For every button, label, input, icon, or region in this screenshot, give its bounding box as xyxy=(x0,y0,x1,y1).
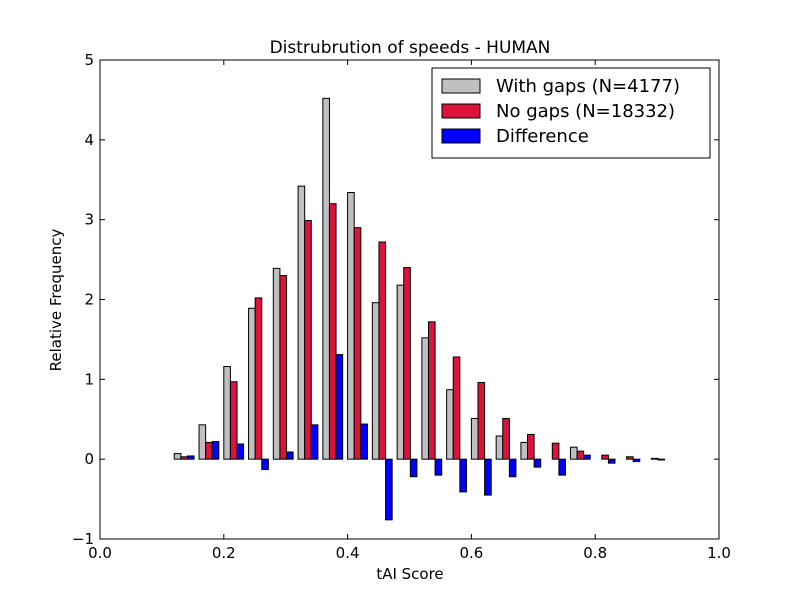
bar-1-15 xyxy=(446,389,454,460)
bar-2-7 xyxy=(254,297,263,460)
y-tick-label: 5 xyxy=(84,51,94,69)
bar-3-15 xyxy=(459,458,467,493)
bar-2-22 xyxy=(626,456,634,460)
bar-3-8 xyxy=(286,451,294,460)
bar-2-19 xyxy=(551,442,560,460)
bar-2-18 xyxy=(527,433,535,460)
bar-1-7 xyxy=(248,307,256,460)
bar-2-17 xyxy=(502,417,510,460)
bar-3-4 xyxy=(186,455,195,460)
y-tick-label: 1 xyxy=(84,370,94,388)
x-tick-label: 0.2 xyxy=(212,544,236,562)
bar-1-4 xyxy=(173,453,182,460)
bar-2-16 xyxy=(477,382,486,460)
x-axis-label: tAI Score xyxy=(376,565,443,583)
bar-3-7 xyxy=(261,458,269,471)
bar-2-9 xyxy=(304,219,312,460)
x-tick-label: 0.8 xyxy=(583,544,607,562)
bar-1-8 xyxy=(272,267,281,460)
y-tick-label: −1 xyxy=(72,530,94,548)
legend-label-3: Difference xyxy=(496,126,589,147)
bar-1-12 xyxy=(371,302,380,460)
bar-3-10 xyxy=(335,354,344,460)
legend-label-1: With gaps (N=4177) xyxy=(496,76,680,97)
legend-swatch-3 xyxy=(441,128,481,144)
bar-3-23 xyxy=(657,458,666,461)
bar-2-6 xyxy=(229,381,238,460)
bar-3-6 xyxy=(236,443,245,460)
bar-2-11 xyxy=(353,227,362,460)
bar-3-5 xyxy=(211,441,220,460)
bar-3-11 xyxy=(360,423,368,460)
bar-2-5 xyxy=(205,441,213,460)
bar-2-20 xyxy=(576,450,585,460)
y-axis-label: Relative Frequency xyxy=(47,229,65,372)
bar-2-21 xyxy=(601,454,609,460)
bar-1-13 xyxy=(396,284,405,460)
bar-2-23 xyxy=(650,457,659,460)
bar-2-10 xyxy=(328,203,337,460)
bar-1-6 xyxy=(223,366,231,460)
legend-label-2: No gaps (N=18332) xyxy=(496,101,675,122)
bar-1-16 xyxy=(470,417,479,460)
axes-group: 0.0 0.2 0.4 0.6 0.8 1.0 −1 0 1 2 3 4 5 xyxy=(72,51,731,562)
bars-group xyxy=(173,97,666,521)
bar-3-19 xyxy=(558,458,566,476)
bar-3-22 xyxy=(632,458,641,463)
bar-3-13 xyxy=(409,458,418,478)
bar-1-5 xyxy=(198,424,207,460)
legend-swatch-2 xyxy=(441,103,481,119)
legend: With gaps (N=4177) No gaps (N=18332) Diffe… xyxy=(431,67,711,159)
chart-title: Distrubrution of speeds - HUMAN xyxy=(270,38,551,58)
bar-2-12 xyxy=(378,241,387,460)
y-tick-label: 2 xyxy=(84,291,94,309)
bar-3-20 xyxy=(583,454,591,460)
bar-1-9 xyxy=(297,185,306,460)
bar-3-12 xyxy=(385,458,393,521)
bar-3-9 xyxy=(310,424,319,460)
x-tick-label: 0.6 xyxy=(459,544,483,562)
y-tick-label: 3 xyxy=(84,211,94,229)
bar-2-8 xyxy=(279,275,288,460)
bar-1-10 xyxy=(322,97,330,460)
bar-1-17 xyxy=(495,435,504,460)
bar-1-14 xyxy=(421,337,429,460)
bar-3-21 xyxy=(607,458,616,464)
bar-3-16 xyxy=(484,458,492,496)
y-tick-label: 4 xyxy=(84,131,94,149)
bar-1-11 xyxy=(347,192,355,460)
bar-2-4 xyxy=(180,456,188,460)
x-tick-label: 0.0 xyxy=(88,544,112,562)
bar-2-15 xyxy=(452,356,461,460)
x-tick-label: 1.0 xyxy=(707,544,731,562)
y-tick-label: 0 xyxy=(84,450,94,468)
bar-3-17 xyxy=(508,458,517,478)
legend-swatch-1 xyxy=(441,78,481,94)
bar-2-14 xyxy=(427,321,436,460)
x-tick-label: 0.4 xyxy=(336,544,360,562)
bar-1-20 xyxy=(569,446,578,460)
bar-1-18 xyxy=(520,441,529,460)
bar-2-13 xyxy=(403,267,411,460)
bar-3-18 xyxy=(533,458,542,468)
bar-3-14 xyxy=(434,458,443,476)
